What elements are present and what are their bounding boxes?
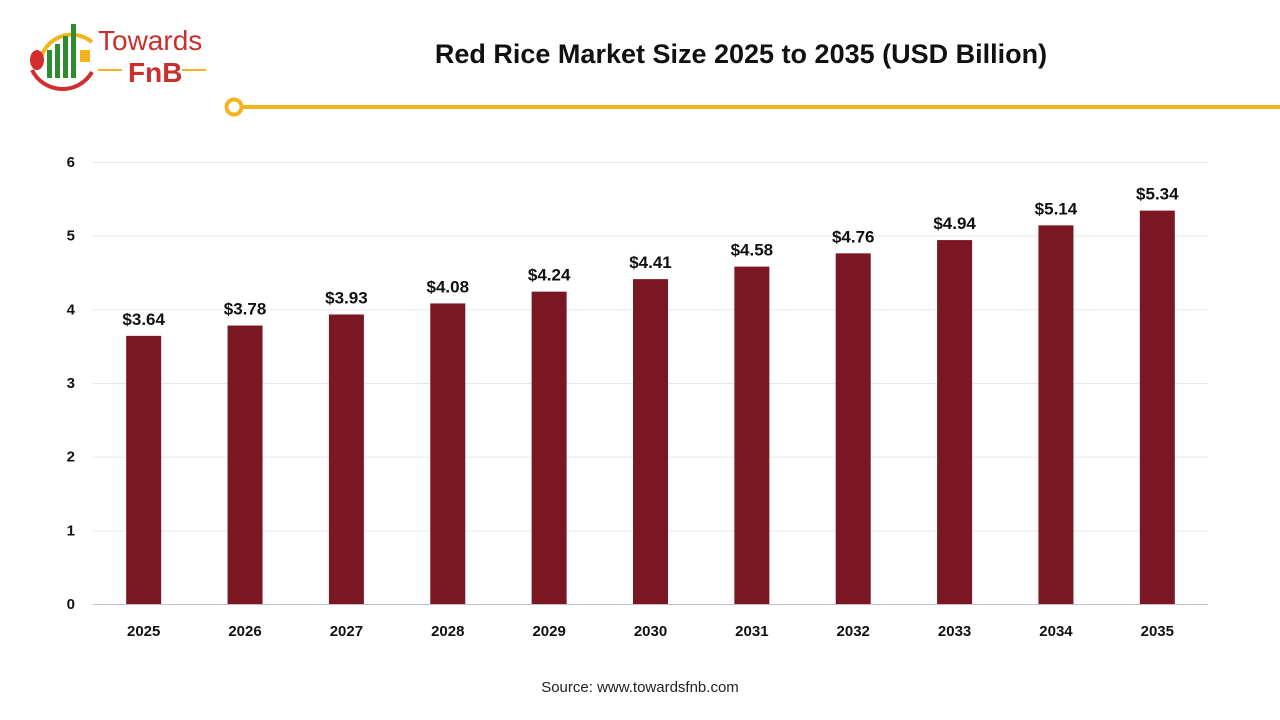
logo-text-fnb: FnB [128, 57, 182, 88]
x-tick-label: 2027 [330, 623, 363, 640]
data-label: $4.58 [731, 241, 774, 260]
logo-text-towards: Towards [98, 25, 202, 56]
y-tick-label: 1 [67, 522, 75, 539]
bar-2035 [1139, 210, 1175, 604]
chart-title: Red Rice Market Size 2025 to 2035 (USD B… [435, 39, 1047, 69]
logo: Towards FnB [30, 24, 206, 92]
x-tick-label: 2033 [938, 623, 971, 640]
bar-2025 [126, 335, 162, 604]
x-tick-label: 2029 [532, 623, 565, 640]
data-label: $3.64 [122, 310, 165, 329]
y-axis-ticks: 0 1 2 3 4 5 6 [67, 154, 76, 613]
bar-2026 [227, 325, 263, 604]
data-label: $4.76 [832, 227, 875, 246]
y-tick-label: 3 [67, 375, 75, 392]
x-tick-label: 2030 [634, 623, 667, 640]
x-tick-label: 2028 [431, 623, 464, 640]
bar-2027 [328, 314, 364, 604]
x-tick-label: 2034 [1039, 623, 1073, 640]
x-tick-label: 2035 [1141, 623, 1174, 640]
data-label: $4.94 [933, 214, 976, 233]
y-tick-label: 5 [67, 228, 75, 245]
y-tick-label: 6 [67, 154, 75, 171]
x-tick-label: 2032 [837, 623, 870, 640]
bar-2032 [835, 253, 871, 604]
x-tick-label: 2025 [127, 623, 160, 640]
bar-2029 [531, 291, 567, 604]
bar-2028 [430, 303, 466, 604]
y-tick-label: 0 [67, 596, 75, 613]
data-label: $3.93 [325, 288, 368, 307]
y-tick-label: 4 [67, 301, 76, 318]
bar-2033 [937, 240, 973, 604]
bar-2031 [734, 266, 770, 604]
x-tick-label: 2026 [228, 623, 261, 640]
data-label: $4.41 [629, 253, 672, 272]
data-label: $5.34 [1136, 185, 1179, 204]
bar-2030 [633, 279, 668, 604]
title-underline [224, 97, 1280, 117]
data-label: $4.08 [426, 277, 469, 296]
data-label: $3.78 [224, 300, 267, 319]
bar-2034 [1038, 225, 1074, 604]
x-tick-label: 2031 [735, 623, 768, 640]
x-axis-ticks: 2025 2026 2027 2028 2029 2030 2031 2032 2033 2034… [127, 623, 1174, 640]
y-tick-label: 2 [67, 449, 75, 466]
bars: $3.64 $3.78 $3.93 $4.08 $4.24 $4.41 $4.58 $4.76… [122, 185, 1179, 604]
data-label: $5.14 [1035, 199, 1078, 218]
data-label: $4.24 [528, 266, 571, 285]
source-text: Source: www.towardsfnb.com [541, 679, 739, 696]
